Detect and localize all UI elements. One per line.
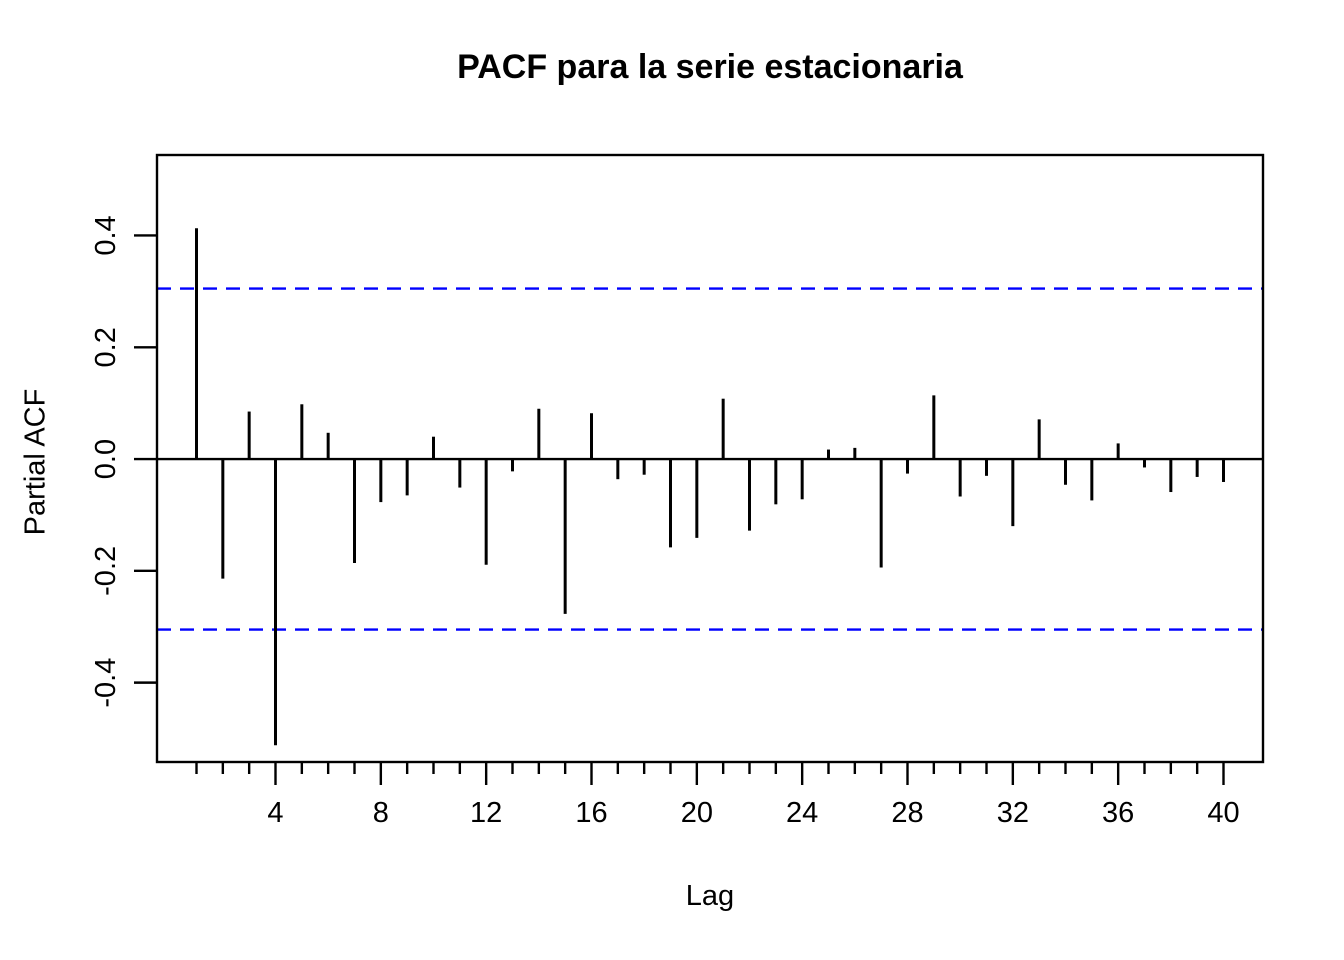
x-tick-label-20: 20 xyxy=(681,797,713,829)
x-tick-label-32: 32 xyxy=(997,797,1029,829)
y-tick-label-0.4: 0.4 xyxy=(90,215,122,255)
x-tick-label-28: 28 xyxy=(891,797,923,829)
x-tick-label-12: 12 xyxy=(470,797,502,829)
y-tick-label--0.4: -0.4 xyxy=(90,658,122,708)
y-tick-label-0.2: 0.2 xyxy=(90,327,122,367)
x-tick-label-4: 4 xyxy=(267,797,283,829)
x-axis-label: Lag xyxy=(685,880,735,912)
x-tick-label-8: 8 xyxy=(373,797,389,829)
x-tick-label-16: 16 xyxy=(575,797,607,829)
y-tick-label-0.0: 0.0 xyxy=(90,439,122,479)
x-tick-label-24: 24 xyxy=(786,797,818,829)
y-tick-label--0.2: -0.2 xyxy=(90,546,122,596)
x-tick-label-40: 40 xyxy=(1207,797,1239,829)
chart-title: PACF para la serie estacionaria xyxy=(457,48,963,86)
x-tick-label-36: 36 xyxy=(1102,797,1134,829)
